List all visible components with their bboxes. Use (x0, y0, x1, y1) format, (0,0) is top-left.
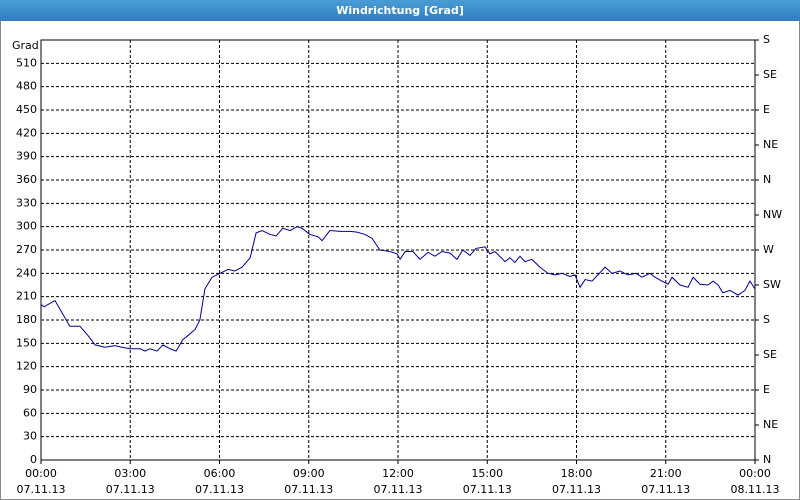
x-tick-label: 00:00 08.11.13 (730, 467, 780, 496)
y2-tick-label: W (763, 243, 774, 256)
y-tick-label: 0 (30, 453, 37, 466)
y-tick-label: 510 (16, 56, 37, 69)
y2-tick-label: E (763, 383, 770, 396)
x-tick-label: 12:00 07.11.13 (373, 467, 423, 496)
plot-border (40, 39, 756, 461)
x-tick-label: 09:00 07.11.13 (284, 467, 334, 496)
y2-tick-label: E (763, 103, 770, 116)
y-tick-label: 90 (23, 383, 37, 396)
y-tick-label: 330 (16, 196, 37, 209)
y-tick-label: 240 (16, 266, 37, 279)
y2-tick-label: SE (763, 348, 777, 361)
y-axis-label: Grad (12, 39, 39, 52)
y-tick-label: 450 (16, 103, 37, 116)
y2-tick-label: NW (763, 208, 782, 221)
x-tick-label: 21:00 07.11.13 (641, 467, 691, 496)
y-tick-label: 30 (23, 430, 37, 443)
y2-tick-label: N (763, 453, 771, 466)
y-tick-label: 480 (16, 80, 37, 93)
x-tick-label: 18:00 07.11.13 (552, 467, 601, 496)
y-tick-label: 180 (16, 313, 37, 326)
y2-tick-label: S (763, 33, 770, 46)
y-tick-label: 270 (16, 243, 37, 256)
y2-tick-label: NE (763, 418, 778, 431)
y-tick-label: 150 (16, 336, 37, 349)
y-tick-label: 390 (16, 150, 37, 163)
y2-tick-label: N (763, 173, 771, 186)
line-series (40, 226, 756, 352)
y-tick-label: 420 (16, 126, 37, 139)
y-tick-label: 300 (16, 220, 37, 233)
x-tick-label: 03:00 07.11.13 (105, 467, 155, 496)
y-tick-label: 120 (16, 360, 37, 373)
y2-tick-label: SW (763, 278, 781, 291)
y-tick-label: 210 (16, 290, 37, 303)
x-tick-label: 15:00 07.11.13 (462, 467, 512, 496)
x-tick-label: 00:00 07.11.13 (16, 467, 66, 496)
x-tick-label: 06:00 07.11.13 (195, 467, 244, 496)
y2-tick-label: SE (763, 68, 777, 81)
y2-tick-label: S (763, 313, 770, 326)
y-tick-label: 360 (16, 173, 37, 186)
y2-tick-label: NE (763, 138, 778, 151)
title-bar: Windrichtung [Grad] (0, 0, 800, 21)
y-tick-label: 60 (23, 406, 37, 419)
